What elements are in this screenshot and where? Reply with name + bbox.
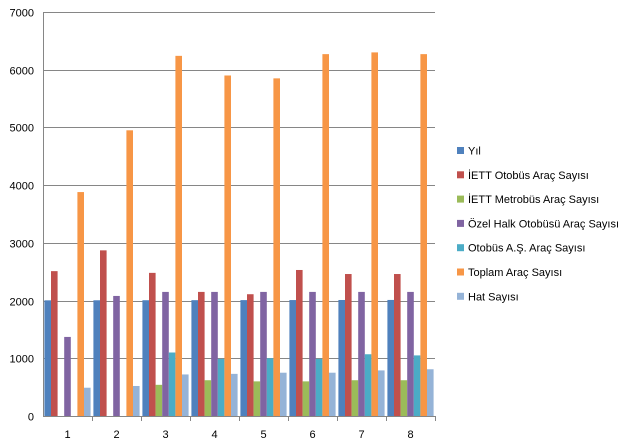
y-tick-label: 7000 — [10, 8, 34, 20]
x-tick-label: 8 — [407, 429, 413, 441]
y-axis-ticks: 0 1000 2000 3000 4000 5000 6000 7000 — [10, 8, 34, 424]
bar — [126, 130, 133, 416]
bar — [289, 300, 296, 416]
bar — [93, 300, 100, 416]
bar — [191, 300, 198, 416]
bar — [260, 291, 267, 416]
legend-label: İETT Otobüs Araç Sayısı — [468, 169, 589, 182]
legend-swatch — [457, 292, 464, 300]
y-tick-label: 5000 — [10, 123, 34, 135]
bar — [211, 291, 218, 416]
bar — [394, 274, 401, 416]
bar — [413, 355, 421, 416]
bar — [224, 75, 231, 417]
legend-label: Hat Sayısı — [468, 291, 519, 303]
bar — [364, 354, 372, 416]
bar — [420, 54, 427, 416]
bar — [64, 336, 71, 416]
bar — [247, 294, 254, 416]
bar — [100, 250, 107, 416]
legend-swatch — [457, 268, 464, 276]
legend: Yıl İETT Otobüs Araç Sayısı İETT Metrobüs … — [457, 146, 619, 303]
legend-swatch — [457, 219, 464, 227]
bar — [217, 358, 225, 416]
grid-lines — [43, 12, 435, 359]
bar — [345, 274, 352, 416]
legend-swatch — [457, 195, 464, 203]
bar — [175, 55, 182, 417]
bar — [378, 370, 385, 416]
bar — [51, 271, 58, 416]
bar — [387, 299, 394, 416]
bar — [168, 352, 176, 416]
bar — [322, 54, 329, 416]
y-tick-label: 4000 — [10, 181, 34, 193]
bar — [77, 192, 84, 416]
bar — [84, 387, 91, 416]
x-tick-label: 6 — [309, 429, 315, 441]
y-tick-label: 2000 — [10, 297, 34, 309]
bar — [162, 291, 169, 416]
x-tick-label: 1 — [64, 429, 70, 441]
x-tick-label: 2 — [113, 429, 119, 441]
y-tick-label: 1000 — [10, 354, 34, 366]
axes — [43, 12, 436, 421]
bar — [400, 380, 408, 416]
bar — [351, 380, 359, 416]
bar — [309, 291, 316, 416]
bar — [427, 369, 434, 416]
x-tick-label: 7 — [358, 429, 364, 441]
bar — [240, 300, 247, 416]
legend-swatch — [457, 171, 464, 179]
bar-series-group — [44, 52, 434, 417]
legend-label: İETT Metrobüs Araç Sayısı — [468, 193, 599, 206]
legend-swatch — [457, 147, 464, 154]
x-tick-label: 5 — [260, 429, 266, 441]
bar — [273, 78, 280, 417]
bar — [253, 381, 261, 416]
x-axis-ticks: 1 2 3 4 5 6 7 8 — [64, 429, 413, 441]
x-tick-label: 3 — [162, 429, 168, 441]
bar — [358, 291, 365, 416]
bar — [266, 358, 274, 416]
bar — [198, 291, 205, 416]
bar — [44, 300, 51, 416]
y-tick-label: 6000 — [10, 66, 34, 78]
legend-swatch — [457, 244, 464, 252]
bar — [231, 373, 238, 416]
legend-label: Yıl — [468, 146, 481, 158]
bar — [204, 380, 212, 416]
bar — [149, 272, 156, 416]
bar — [371, 52, 378, 417]
y-tick-label: 0 — [28, 412, 34, 424]
bar — [133, 385, 140, 416]
bar — [142, 300, 149, 416]
bar — [113, 295, 120, 416]
legend-label: Özel Halk Otobüsü Araç Sayısı — [468, 218, 619, 230]
legend-label: Otobüs A.Ş. Araç Sayısı — [468, 243, 585, 255]
bar — [407, 291, 414, 416]
x-tick-label: 4 — [211, 429, 217, 441]
bar — [280, 372, 287, 416]
bar — [302, 381, 310, 416]
bar — [296, 269, 303, 416]
y-tick-label: 3000 — [10, 239, 34, 251]
bar — [182, 374, 189, 416]
legend-label: Toplam Araç Sayısı — [468, 267, 562, 279]
bar — [155, 384, 163, 416]
bar — [315, 358, 323, 416]
bar — [338, 299, 345, 416]
bar — [329, 372, 336, 416]
